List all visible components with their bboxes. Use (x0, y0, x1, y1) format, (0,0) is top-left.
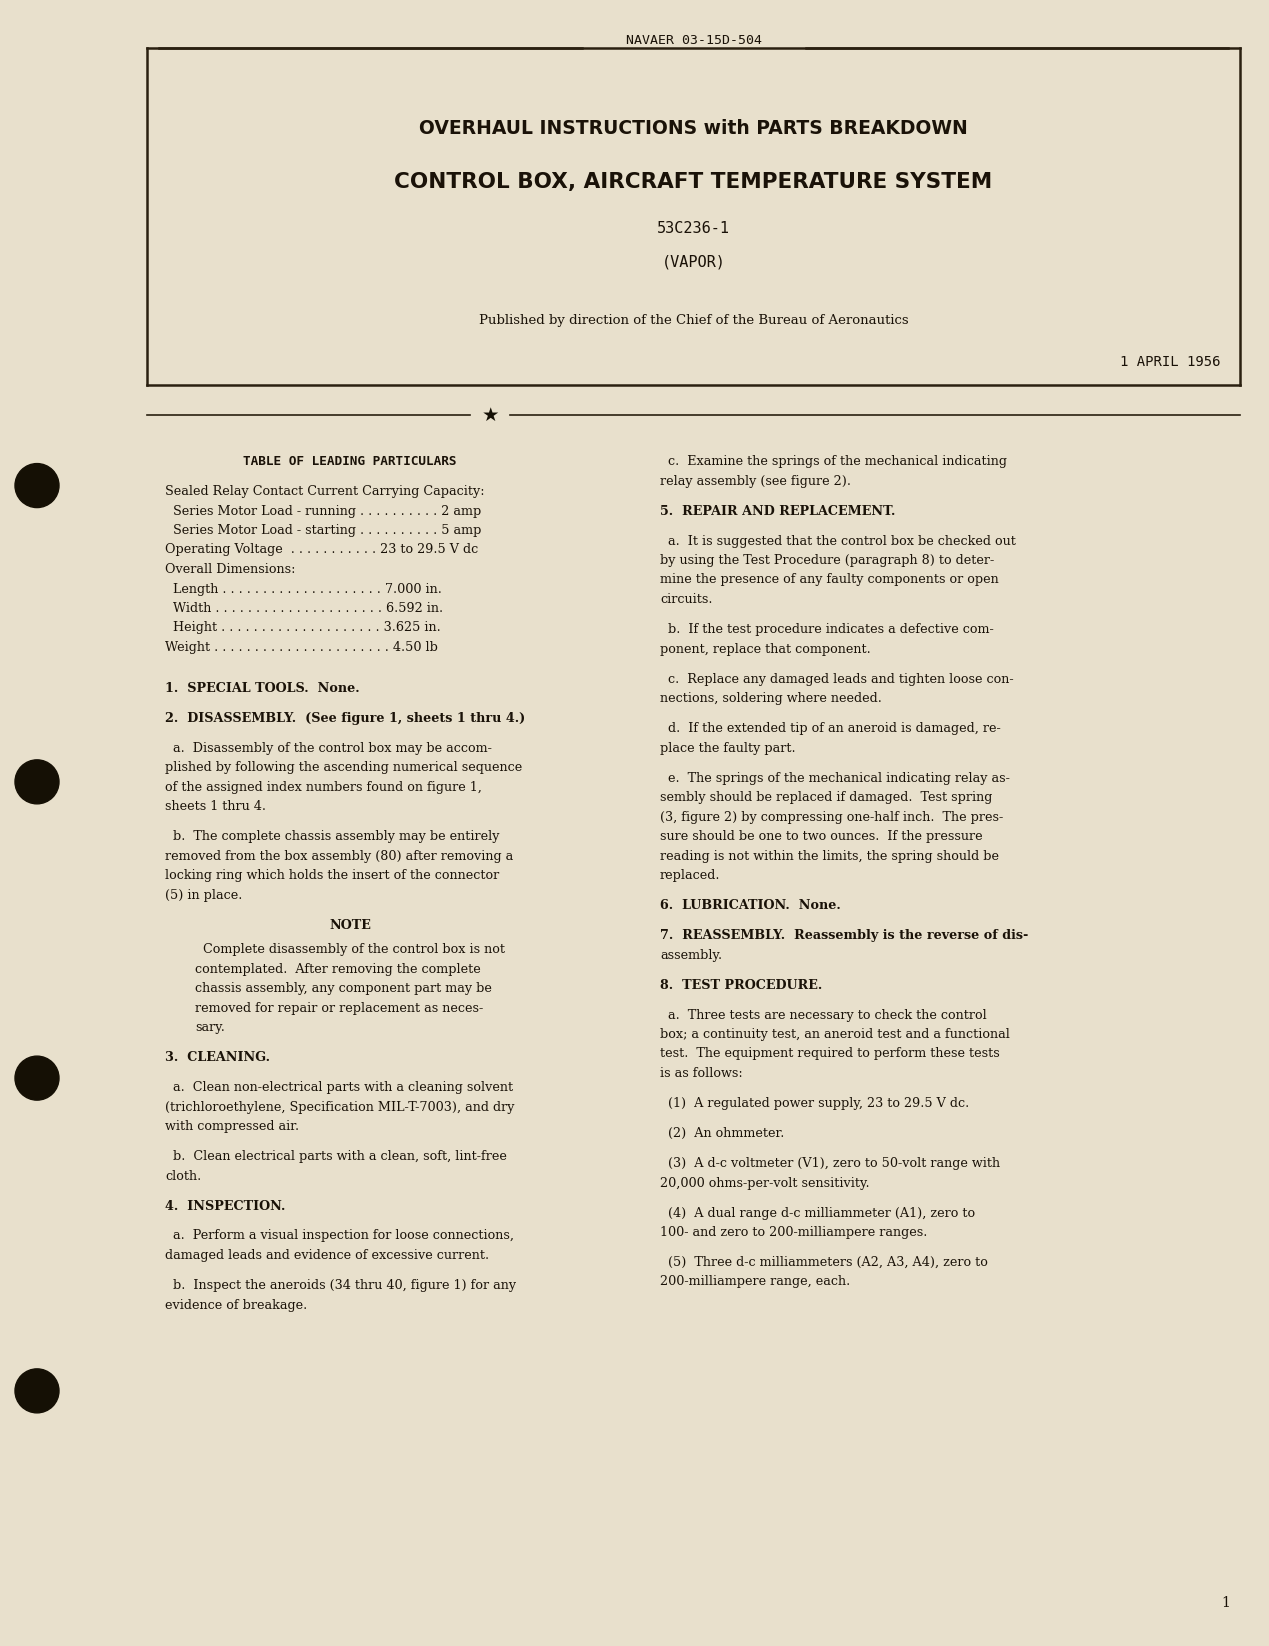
Text: ponent, replace that component.: ponent, replace that component. (660, 642, 871, 655)
Text: CONTROL BOX, AIRCRAFT TEMPERATURE SYSTEM: CONTROL BOX, AIRCRAFT TEMPERATURE SYSTEM (395, 171, 992, 193)
Text: cloth.: cloth. (165, 1170, 202, 1182)
Text: 5.  REPAIR AND REPLACEMENT.: 5. REPAIR AND REPLACEMENT. (660, 505, 896, 517)
Text: damaged leads and evidence of excessive current.: damaged leads and evidence of excessive … (165, 1249, 489, 1262)
Text: Height . . . . . . . . . . . . . . . . . . . . 3.625 in.: Height . . . . . . . . . . . . . . . . .… (165, 622, 440, 634)
Text: plished by following the ascending numerical sequence: plished by following the ascending numer… (165, 760, 523, 774)
Text: a.  Perform a visual inspection for loose connections,: a. Perform a visual inspection for loose… (165, 1230, 514, 1243)
Text: removed for repair or replacement as neces-: removed for repair or replacement as nec… (195, 1001, 483, 1014)
Text: c.  Replace any damaged leads and tighten loose con-: c. Replace any damaged leads and tighten… (660, 673, 1014, 685)
Text: b.  Clean electrical parts with a clean, soft, lint-free: b. Clean electrical parts with a clean, … (165, 1151, 506, 1164)
Text: (trichloroethylene, Specification MIL-T-7003), and dry: (trichloroethylene, Specification MIL-T-… (165, 1101, 514, 1113)
Text: NAVAER 03-15D-504: NAVAER 03-15D-504 (626, 35, 761, 48)
Text: sheets 1 thru 4.: sheets 1 thru 4. (165, 800, 266, 813)
Text: replaced.: replaced. (660, 869, 721, 882)
Text: Complete disassembly of the control box is not: Complete disassembly of the control box … (195, 943, 505, 956)
Text: Series Motor Load - starting . . . . . . . . . . 5 amp: Series Motor Load - starting . . . . . .… (165, 523, 481, 537)
Text: (4)  A dual range d-c milliammeter (A1), zero to: (4) A dual range d-c milliammeter (A1), … (660, 1207, 975, 1220)
Text: Series Motor Load - running . . . . . . . . . . 2 amp: Series Motor Load - running . . . . . . … (165, 505, 481, 517)
Text: contemplated.  After removing the complete: contemplated. After removing the complet… (195, 963, 481, 976)
Text: 6.  LUBRICATION.  None.: 6. LUBRICATION. None. (660, 899, 841, 912)
Text: a.  Clean non-electrical parts with a cleaning solvent: a. Clean non-electrical parts with a cle… (165, 1081, 513, 1095)
Text: Length . . . . . . . . . . . . . . . . . . . . 7.000 in.: Length . . . . . . . . . . . . . . . . .… (165, 583, 442, 596)
Text: b.  Inspect the aneroids (34 thru 40, figure 1) for any: b. Inspect the aneroids (34 thru 40, fig… (165, 1279, 516, 1292)
Text: e.  The springs of the mechanical indicating relay as-: e. The springs of the mechanical indicat… (660, 772, 1010, 785)
Text: b.  The complete chassis assembly may be entirely: b. The complete chassis assembly may be … (165, 830, 500, 843)
Text: 8.  TEST PROCEDURE.: 8. TEST PROCEDURE. (660, 978, 822, 991)
Circle shape (15, 760, 58, 803)
Text: Published by direction of the Chief of the Bureau of Aeronautics: Published by direction of the Chief of t… (478, 313, 909, 326)
Text: Width . . . . . . . . . . . . . . . . . . . . . 6.592 in.: Width . . . . . . . . . . . . . . . . . … (165, 602, 443, 616)
Text: 20,000 ohms-per-volt sensitivity.: 20,000 ohms-per-volt sensitivity. (660, 1177, 869, 1190)
Text: relay assembly (see figure 2).: relay assembly (see figure 2). (660, 474, 851, 487)
Text: c.  Examine the springs of the mechanical indicating: c. Examine the springs of the mechanical… (660, 454, 1008, 467)
Text: is as follows:: is as follows: (660, 1067, 742, 1080)
Text: nections, soldering where needed.: nections, soldering where needed. (660, 691, 882, 704)
Text: place the faulty part.: place the faulty part. (660, 741, 796, 754)
Text: (5) in place.: (5) in place. (165, 889, 242, 902)
Text: Sealed Relay Contact Current Carrying Capacity:: Sealed Relay Contact Current Carrying Ca… (165, 486, 485, 499)
Text: OVERHAUL INSTRUCTIONS with PARTS BREAKDOWN: OVERHAUL INSTRUCTIONS with PARTS BREAKDO… (419, 119, 968, 138)
Text: TABLE OF LEADING PARTICULARS: TABLE OF LEADING PARTICULARS (244, 454, 457, 467)
Text: 53C236-1: 53C236-1 (657, 221, 730, 235)
Text: (1)  A regulated power supply, 23 to 29.5 V dc.: (1) A regulated power supply, 23 to 29.5… (660, 1096, 970, 1109)
Text: of the assigned index numbers found on figure 1,: of the assigned index numbers found on f… (165, 780, 482, 793)
Text: sembly should be replaced if damaged.  Test spring: sembly should be replaced if damaged. Te… (660, 792, 992, 803)
Text: (2)  An ohmmeter.: (2) An ohmmeter. (660, 1128, 784, 1141)
Text: (5)  Three d-c milliammeters (A2, A3, A4), zero to: (5) Three d-c milliammeters (A2, A3, A4)… (660, 1256, 987, 1269)
Text: test.  The equipment required to perform these tests: test. The equipment required to perform … (660, 1047, 1000, 1060)
Text: sure should be one to two ounces.  If the pressure: sure should be one to two ounces. If the… (660, 830, 982, 843)
Text: 2.  DISASSEMBLY.  (See figure 1, sheets 1 thru 4.): 2. DISASSEMBLY. (See figure 1, sheets 1 … (165, 711, 525, 724)
Text: reading is not within the limits, the spring should be: reading is not within the limits, the sp… (660, 849, 999, 863)
Text: (3, figure 2) by compressing one-half inch.  The pres-: (3, figure 2) by compressing one-half in… (660, 810, 1004, 823)
Text: chassis assembly, any component part may be: chassis assembly, any component part may… (195, 983, 492, 994)
Text: 3.  CLEANING.: 3. CLEANING. (165, 1052, 270, 1063)
Text: evidence of breakage.: evidence of breakage. (165, 1299, 307, 1312)
Text: mine the presence of any faulty components or open: mine the presence of any faulty componen… (660, 573, 999, 586)
Text: 1.  SPECIAL TOOLS.  None.: 1. SPECIAL TOOLS. None. (165, 681, 359, 695)
Text: a.  Three tests are necessary to check the control: a. Three tests are necessary to check th… (660, 1009, 987, 1022)
Text: (3)  A d-c voltmeter (V1), zero to 50-volt range with: (3) A d-c voltmeter (V1), zero to 50-vol… (660, 1157, 1000, 1170)
Circle shape (15, 1369, 58, 1412)
Text: 7.  REASSEMBLY.  Reassembly is the reverse of dis-: 7. REASSEMBLY. Reassembly is the reverse… (660, 928, 1028, 942)
Text: locking ring which holds the insert of the connector: locking ring which holds the insert of t… (165, 869, 499, 882)
Text: Operating Voltage  . . . . . . . . . . . 23 to 29.5 V dc: Operating Voltage . . . . . . . . . . . … (165, 543, 478, 556)
Text: (VAPOR): (VAPOR) (661, 255, 726, 270)
Text: 4.  INSPECTION.: 4. INSPECTION. (165, 1200, 286, 1213)
Text: Weight . . . . . . . . . . . . . . . . . . . . . . 4.50 lb: Weight . . . . . . . . . . . . . . . . .… (165, 640, 438, 653)
Text: removed from the box assembly (80) after removing a: removed from the box assembly (80) after… (165, 849, 513, 863)
Circle shape (15, 464, 58, 507)
Text: ★: ★ (481, 405, 499, 425)
Text: Overall Dimensions:: Overall Dimensions: (165, 563, 296, 576)
Text: assembly.: assembly. (660, 948, 722, 961)
Text: 1 APRIL 1956: 1 APRIL 1956 (1119, 356, 1220, 369)
Text: circuits.: circuits. (660, 593, 712, 606)
Text: box; a continuity test, an aneroid test and a functional: box; a continuity test, an aneroid test … (660, 1029, 1010, 1040)
Text: a.  It is suggested that the control box be checked out: a. It is suggested that the control box … (660, 535, 1016, 548)
Text: by using the Test Procedure (paragraph 8) to deter-: by using the Test Procedure (paragraph 8… (660, 555, 994, 566)
Text: with compressed air.: with compressed air. (165, 1119, 299, 1132)
Text: b.  If the test procedure indicates a defective com-: b. If the test procedure indicates a def… (660, 622, 994, 635)
Text: a.  Disassembly of the control box may be accom-: a. Disassembly of the control box may be… (165, 741, 492, 754)
Text: d.  If the extended tip of an aneroid is damaged, re-: d. If the extended tip of an aneroid is … (660, 723, 1001, 736)
Text: 200-milliampere range, each.: 200-milliampere range, each. (660, 1276, 850, 1289)
Text: NOTE: NOTE (329, 918, 371, 932)
Text: sary.: sary. (195, 1021, 225, 1034)
Text: 1: 1 (1221, 1597, 1230, 1610)
Text: 100- and zero to 200-milliampere ranges.: 100- and zero to 200-milliampere ranges. (660, 1226, 928, 1239)
Circle shape (15, 1057, 58, 1100)
